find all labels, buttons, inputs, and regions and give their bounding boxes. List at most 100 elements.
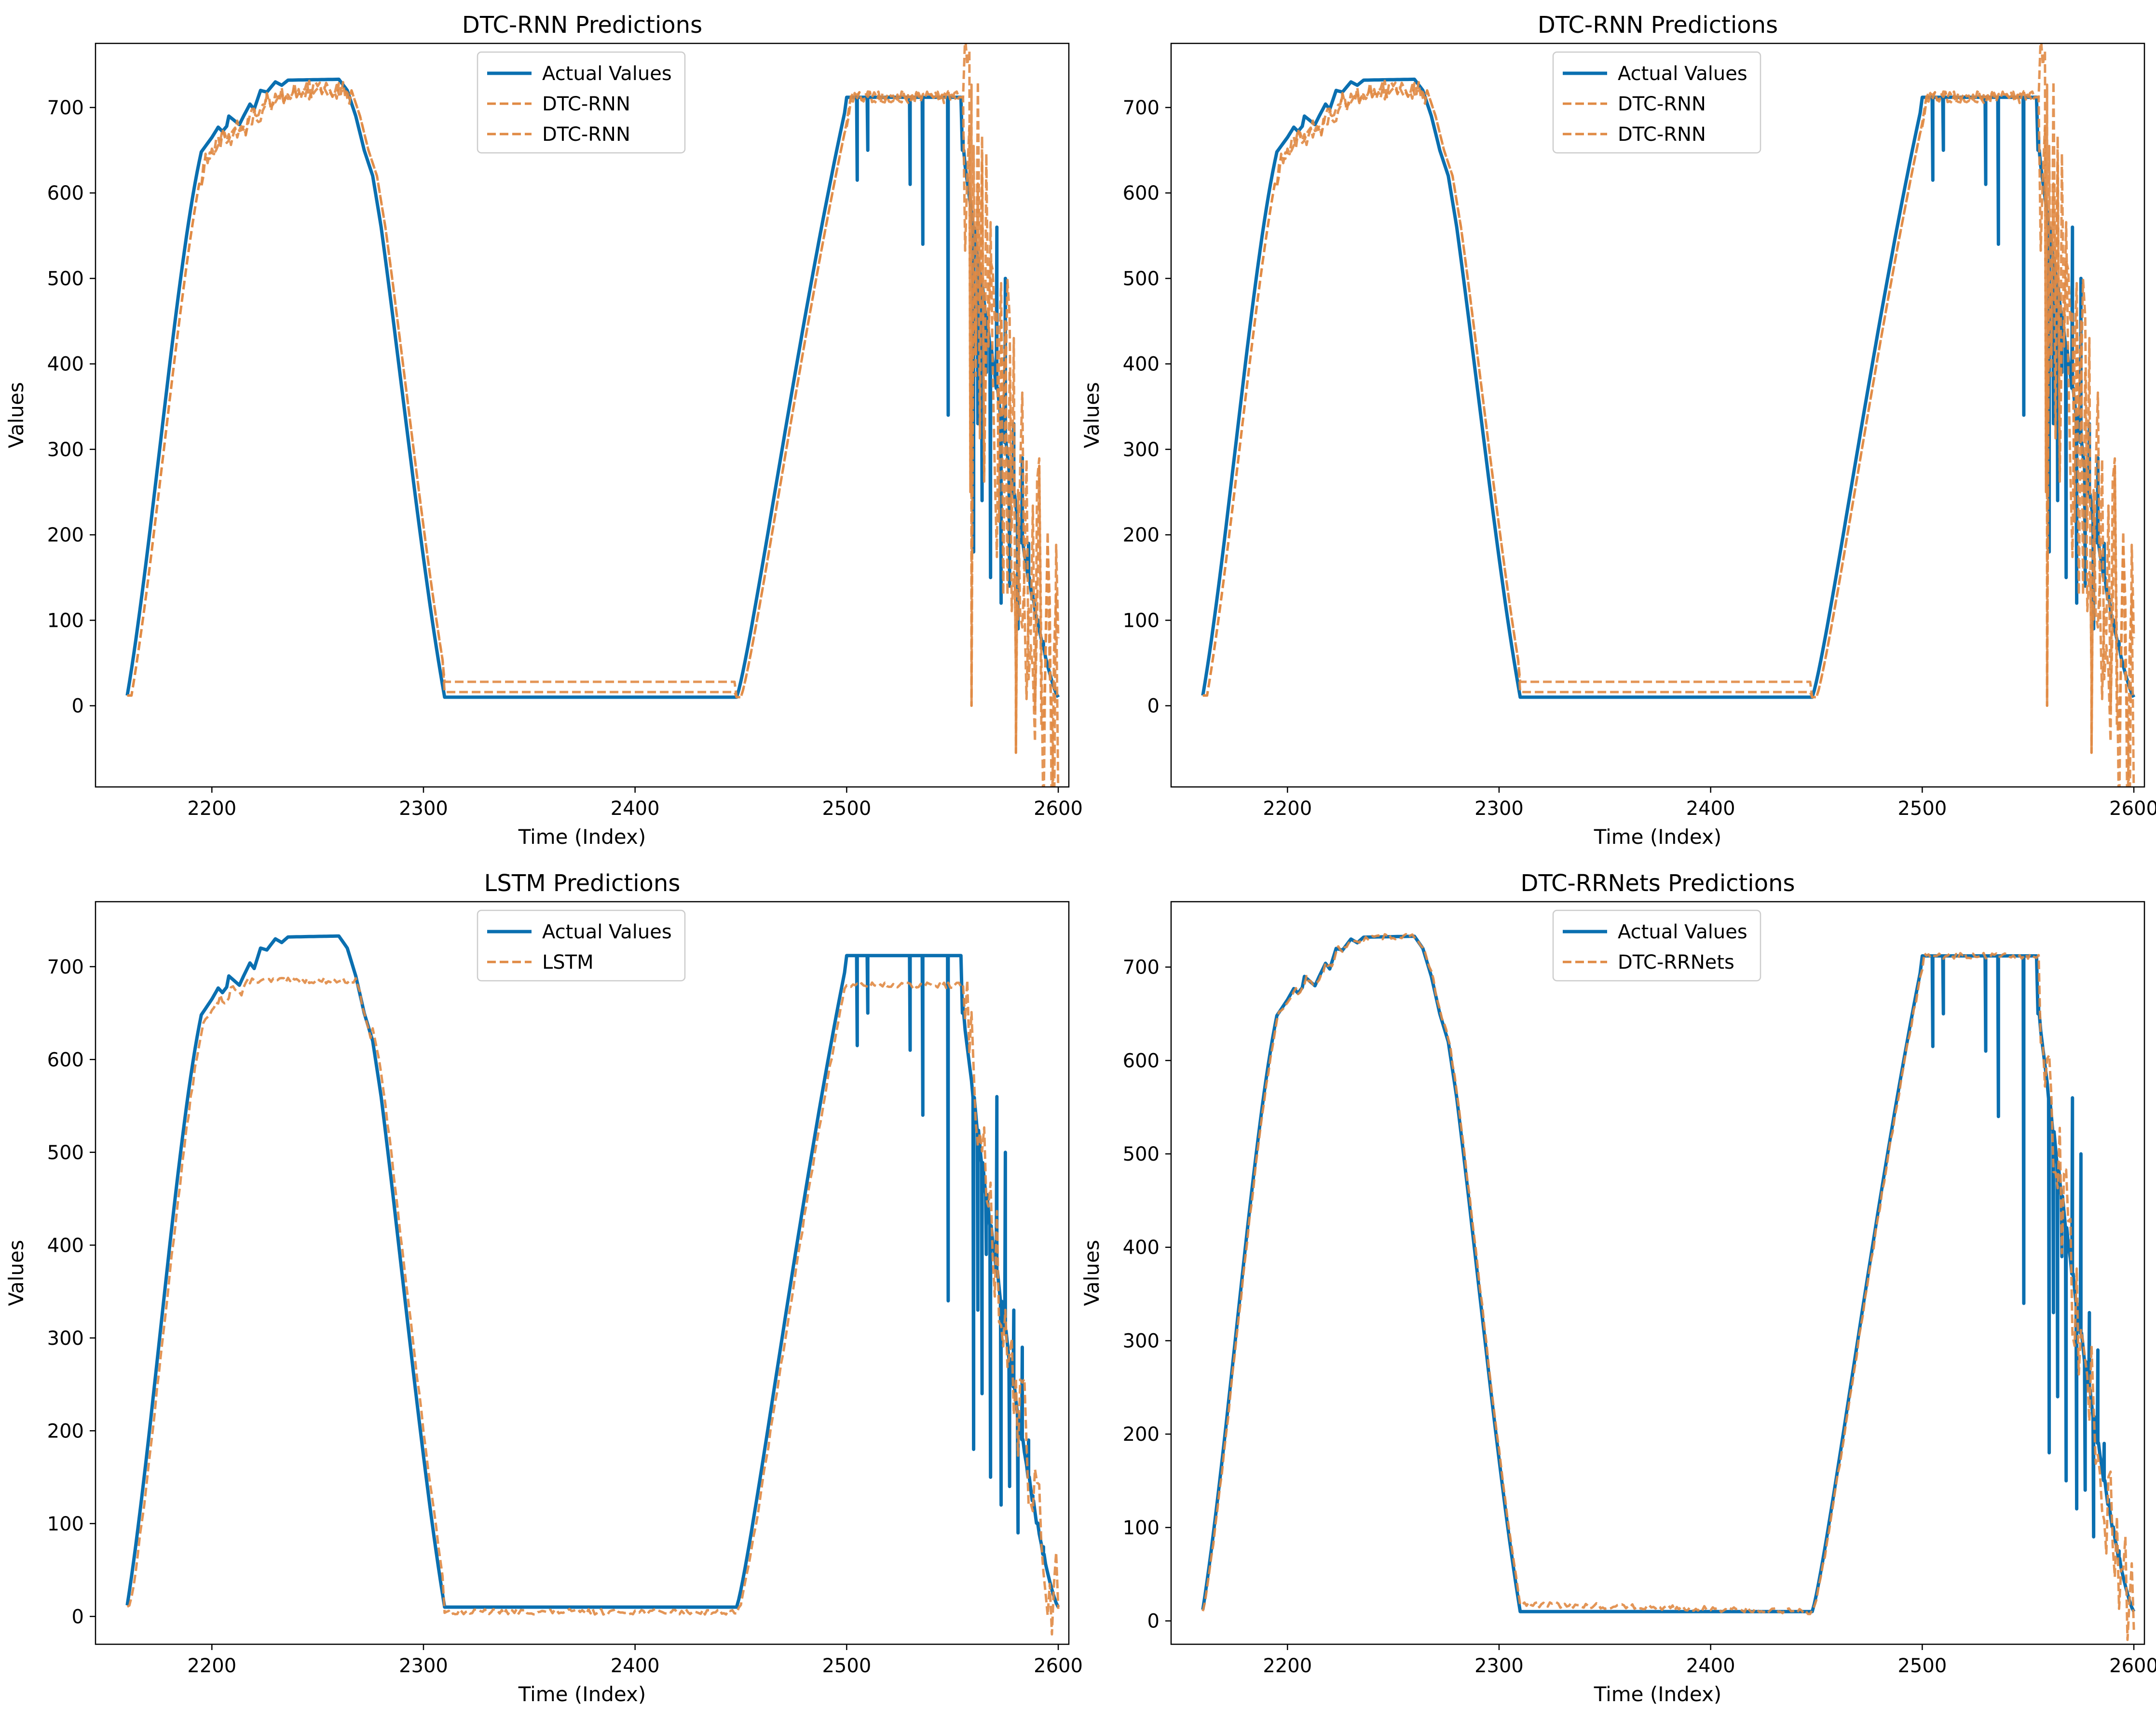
chart-title: DTC-RNN Predictions <box>1538 12 1778 39</box>
y-tick-label: 600 <box>47 1049 84 1071</box>
x-tick-label: 2200 <box>187 798 236 820</box>
legend-label: Actual Values <box>542 921 672 943</box>
x-tick-label: 2200 <box>1263 1655 1312 1677</box>
y-tick-label: 100 <box>1123 609 1160 632</box>
axes-frame <box>1170 42 2145 788</box>
y-tick-label: 100 <box>1123 1517 1160 1539</box>
y-tick-label: 500 <box>47 1142 84 1164</box>
y-axis-label: Values <box>4 382 28 448</box>
legend-label: DTC-RRNets <box>1618 951 1734 974</box>
chart-title: DTC-RRNets Predictions <box>1521 870 1795 897</box>
y-tick-label: 300 <box>47 439 84 461</box>
chart-panel-1: 2200 2300 2400 2500 2600 0 100 200 300 400 500 600 7… <box>4 12 1083 849</box>
series-line-1 <box>125 934 1060 1609</box>
x-tick-label: 2400 <box>1686 1655 1735 1677</box>
axes-frame <box>95 901 1070 1645</box>
plot-area <box>125 43 1060 787</box>
series-line-2 <box>126 976 1060 1636</box>
series-line-2 <box>127 80 1060 787</box>
y-tick-label: 0 <box>1147 695 1160 717</box>
x-tick-label: 2600 <box>1034 1655 1083 1677</box>
plot-area <box>1201 933 2136 1641</box>
x-tick-label: 2500 <box>822 798 871 820</box>
legend: Actual Values DTC-RRNets <box>1552 909 1761 982</box>
x-axis-label: Time (Index) <box>518 1682 646 1706</box>
legend-label: DTC-RNN <box>542 93 630 115</box>
y-tick-label: 100 <box>47 1513 84 1535</box>
y-tick-label: 400 <box>47 353 84 376</box>
x-tick-label: 2300 <box>399 798 448 820</box>
y-tick-label: 200 <box>47 524 84 546</box>
y-tick-label: 700 <box>47 97 84 119</box>
y-tick-label: 500 <box>1123 268 1160 290</box>
y-tick-label: 600 <box>1123 1050 1160 1072</box>
x-tick-label: 2200 <box>187 1655 236 1677</box>
legend-label: LSTM <box>542 951 594 974</box>
y-tick-label: 100 <box>47 609 84 632</box>
legend-label: Actual Values <box>1618 921 1747 943</box>
y-axis-label: Values <box>1080 382 1104 448</box>
x-axis-label: Time (Index) <box>518 825 646 849</box>
chart-title: LSTM Predictions <box>484 870 681 897</box>
y-tick-label: 400 <box>47 1234 84 1257</box>
axes-frame <box>95 42 1070 788</box>
plot-area <box>125 934 1060 1636</box>
y-tick-label: 300 <box>1123 1330 1160 1352</box>
x-tick-label: 2600 <box>2109 798 2156 820</box>
y-tick-label: 700 <box>1123 957 1160 979</box>
series-line-2 <box>1202 80 2135 787</box>
chart-panel-4: 2200 2300 2400 2500 2600 0 100 200 300 400 500 600 7… <box>1080 870 2156 1706</box>
series-line-2 <box>1201 933 2135 1641</box>
y-tick-label: 600 <box>1123 182 1160 204</box>
x-tick-label: 2300 <box>399 1655 448 1677</box>
chart-title: DTC-RNN Predictions <box>462 12 702 39</box>
series-line-1 <box>125 77 1060 699</box>
legend-label: Actual Values <box>1618 63 1747 85</box>
y-tick-label: 200 <box>47 1420 84 1442</box>
x-axis-label: Time (Index) <box>1594 825 1722 849</box>
plot-area <box>1201 43 2136 787</box>
x-tick-label: 2600 <box>1034 798 1083 820</box>
y-tick-label: 600 <box>47 182 84 204</box>
legend-label: DTC-RNN <box>542 123 630 146</box>
y-tick-label: 500 <box>47 268 84 290</box>
series-line-1 <box>1201 934 2136 1613</box>
y-tick-label: 400 <box>1123 353 1160 376</box>
y-tick-label: 700 <box>47 956 84 978</box>
chart-panel-2: 2200 2300 2400 2500 2600 0 100 200 300 400 500 600 7… <box>1080 12 2156 849</box>
series-line-3 <box>127 43 1060 787</box>
y-tick-label: 700 <box>1123 97 1160 119</box>
x-axis-label: Time (Index) <box>1594 1682 1722 1706</box>
x-tick-label: 2200 <box>1263 798 1312 820</box>
y-tick-label: 400 <box>1123 1237 1160 1259</box>
legend: Actual Values LSTM <box>477 909 686 982</box>
legend-label: DTC-RNN <box>1618 93 1706 115</box>
x-tick-label: 2500 <box>822 1655 871 1677</box>
y-tick-label: 0 <box>1147 1611 1160 1633</box>
legend: Actual Values DTC-RNN DTC-RNN <box>477 51 686 154</box>
x-tick-label: 2400 <box>611 1655 660 1677</box>
x-tick-label: 2400 <box>611 798 660 820</box>
y-tick-label: 200 <box>1123 524 1160 546</box>
x-tick-label: 2500 <box>1897 798 1947 820</box>
y-tick-label: 0 <box>72 1606 84 1628</box>
legend-box <box>477 51 686 154</box>
legend-box <box>1552 51 1761 154</box>
x-tick-label: 2500 <box>1897 1655 1947 1677</box>
chart-panel-3: 2200 2300 2400 2500 2600 0 100 200 300 400 500 600 7… <box>4 870 1083 1706</box>
series-line-1 <box>1201 77 2136 699</box>
y-axis-label: Values <box>4 1240 28 1306</box>
series-line-3 <box>1202 43 2135 787</box>
legend-label: Actual Values <box>542 63 672 85</box>
y-tick-label: 0 <box>72 695 84 717</box>
legend-label: DTC-RNN <box>1618 123 1706 146</box>
y-axis-label: Values <box>1080 1240 1104 1306</box>
y-tick-label: 200 <box>1123 1423 1160 1446</box>
y-tick-label: 500 <box>1123 1143 1160 1165</box>
x-tick-label: 2300 <box>1474 1655 1524 1677</box>
axes-frame <box>1170 901 2145 1645</box>
x-tick-label: 2400 <box>1686 798 1735 820</box>
legend: Actual Values DTC-RNN DTC-RNN <box>1552 51 1761 154</box>
y-tick-label: 300 <box>47 1327 84 1350</box>
